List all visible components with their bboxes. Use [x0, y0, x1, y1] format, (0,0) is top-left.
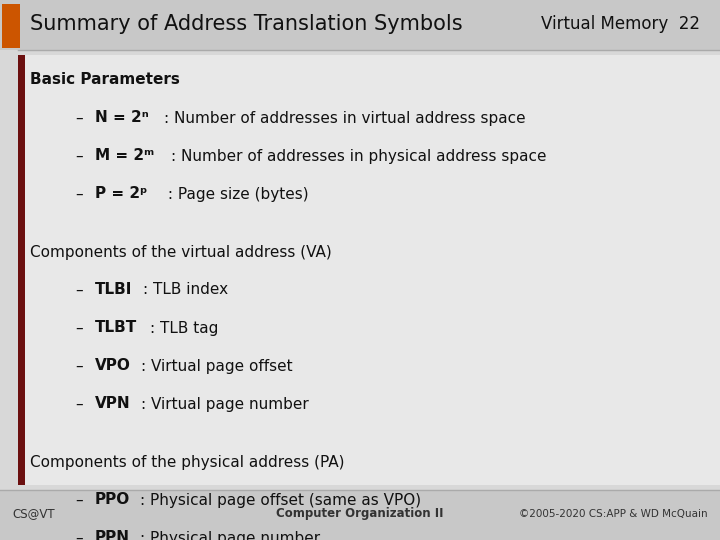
Text: : Physical page offset (same as VPO): : Physical page offset (same as VPO)	[140, 492, 422, 508]
FancyBboxPatch shape	[0, 0, 720, 50]
Text: PPO: PPO	[95, 492, 130, 508]
Text: Virtual Memory  22: Virtual Memory 22	[541, 15, 700, 33]
Text: : Virtual page offset: : Virtual page offset	[141, 359, 293, 374]
Text: Computer Organization II: Computer Organization II	[276, 508, 444, 521]
FancyBboxPatch shape	[0, 490, 720, 540]
Text: –: –	[75, 530, 83, 540]
FancyBboxPatch shape	[2, 4, 20, 48]
Text: –: –	[75, 321, 83, 335]
Text: –: –	[75, 359, 83, 374]
Text: –: –	[75, 396, 83, 411]
Text: Basic Parameters: Basic Parameters	[30, 72, 180, 87]
Text: Components of the virtual address (VA): Components of the virtual address (VA)	[30, 245, 332, 260]
Text: Components of the physical address (PA): Components of the physical address (PA)	[30, 455, 344, 469]
Text: : Virtual page number: : Virtual page number	[141, 396, 309, 411]
Text: M = 2ᵐ: M = 2ᵐ	[95, 148, 154, 164]
Text: N = 2ⁿ: N = 2ⁿ	[95, 111, 149, 125]
Text: –: –	[75, 186, 83, 201]
Text: : TLB tag: : TLB tag	[150, 321, 218, 335]
Text: –: –	[75, 492, 83, 508]
Text: VPN: VPN	[95, 396, 130, 411]
Text: : Number of addresses in physical address space: : Number of addresses in physical addres…	[171, 148, 547, 164]
Text: –: –	[75, 282, 83, 298]
Text: P = 2ᵖ: P = 2ᵖ	[95, 186, 148, 201]
Text: TLBI: TLBI	[95, 282, 132, 298]
Text: : Physical page number: : Physical page number	[140, 530, 320, 540]
Text: PPN: PPN	[95, 530, 130, 540]
FancyBboxPatch shape	[18, 55, 25, 485]
Text: VPO: VPO	[95, 359, 131, 374]
Text: : Number of addresses in virtual address space: : Number of addresses in virtual address…	[164, 111, 526, 125]
Text: : TLB index: : TLB index	[143, 282, 228, 298]
Text: –: –	[75, 111, 83, 125]
Text: TLBT: TLBT	[95, 321, 138, 335]
Text: Summary of Address Translation Symbols: Summary of Address Translation Symbols	[30, 14, 463, 34]
FancyBboxPatch shape	[18, 55, 720, 485]
Text: ©2005-2020 CS:APP & WD McQuain: ©2005-2020 CS:APP & WD McQuain	[519, 509, 708, 519]
Text: –: –	[75, 148, 83, 164]
Text: CS@VT: CS@VT	[12, 508, 55, 521]
Text: : Page size (bytes): : Page size (bytes)	[163, 186, 308, 201]
